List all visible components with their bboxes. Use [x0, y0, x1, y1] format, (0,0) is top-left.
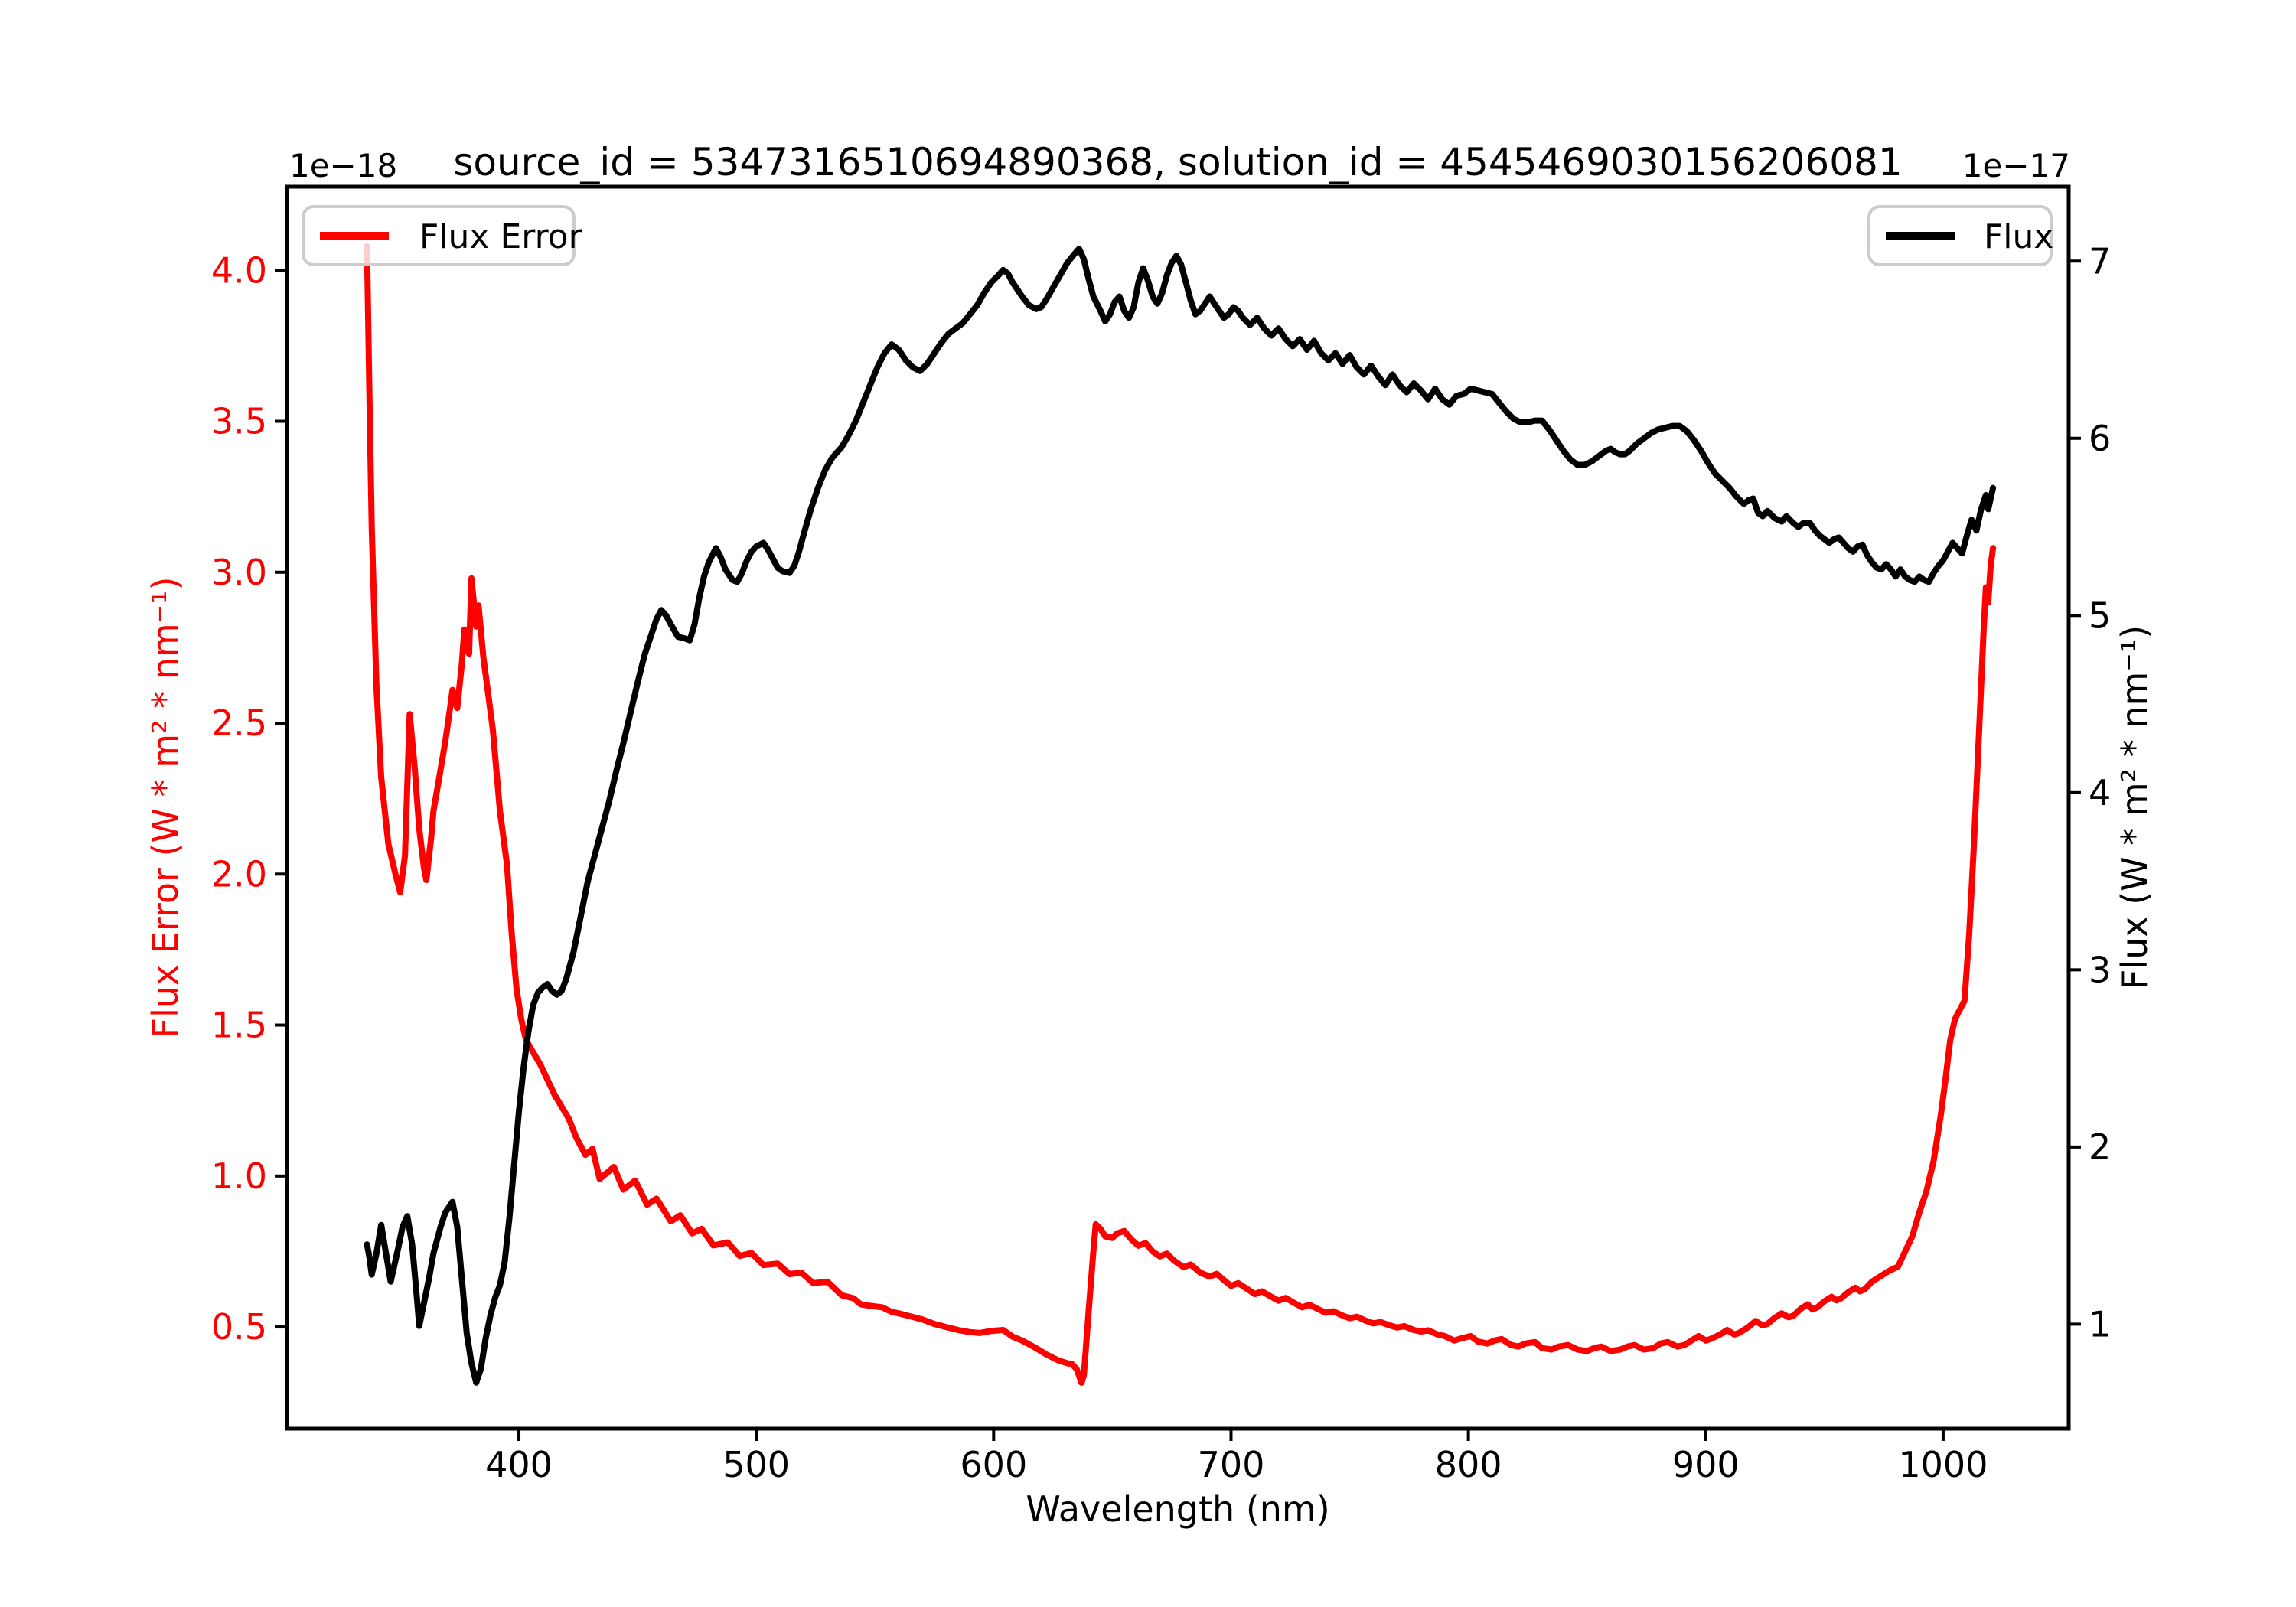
plot-area-border: [285, 184, 2071, 1431]
left-axis-label: Flux Error (W * m² * nm⁻¹): [145, 577, 186, 1038]
legend-flux-label: Flux: [1984, 217, 2053, 256]
x-tick-label: 900: [1672, 1444, 1740, 1485]
right-axis-offset-text: 1e−17: [1962, 147, 2070, 184]
right-tick-label: 6: [2089, 418, 2111, 459]
figure-title: source_id = 5347316510694890368, solutio…: [453, 140, 1902, 184]
left-axis-offset-text: 1e−18: [289, 147, 397, 184]
x-axis-ticks: [517, 1429, 1945, 1441]
legend-flux-error-label: Flux Error: [419, 217, 583, 256]
right-tick-label: 2: [2089, 1126, 2111, 1168]
x-axis-label: Wavelength (nm): [1026, 1488, 1329, 1530]
right-axis-tick-labels: 1 2 3 4 5 6 7: [2089, 240, 2111, 1345]
legend-flux-box: [1867, 205, 2053, 266]
x-tick-label: 1000: [1898, 1444, 1988, 1485]
left-tick-label: 4.0: [211, 249, 267, 291]
right-tick-label: 3: [2089, 949, 2111, 990]
legend-flux-error-box: [302, 205, 576, 266]
left-tick-label: 3.0: [211, 552, 267, 593]
x-axis-tick-labels: 400 500 600 700 800 900 1000: [485, 1444, 1988, 1485]
right-tick-label: 1: [2089, 1303, 2111, 1345]
left-tick-label: 3.5: [211, 401, 267, 442]
x-tick-label: 800: [1435, 1444, 1502, 1485]
left-tick-label: 2.5: [211, 702, 267, 744]
x-tick-label: 400: [485, 1444, 553, 1485]
left-tick-label: 2.0: [211, 853, 267, 895]
right-tick-label: 7: [2089, 240, 2111, 282]
left-axis-tick-labels: 0.5 1.0 1.5 2.0 2.5 3.0 3.5 4.0: [211, 249, 267, 1348]
left-tick-label: 1.5: [211, 1005, 267, 1046]
right-axis-label: Flux (W * m² * nm⁻¹): [2114, 625, 2155, 989]
right-tick-label: 5: [2089, 595, 2111, 636]
x-tick-label: 600: [960, 1444, 1027, 1485]
flux-series-path: [364, 246, 1997, 1386]
x-tick-label: 700: [1198, 1444, 1265, 1485]
left-tick-label: 1.0: [211, 1156, 267, 1197]
flux-series: [364, 246, 1997, 1386]
right-tick-label: 4: [2089, 772, 2111, 813]
x-tick-label: 500: [722, 1444, 790, 1485]
legend-flux: Flux: [1867, 205, 2053, 266]
right-axis-ticks: [2069, 259, 2081, 1326]
legend-flux-error: Flux Error: [302, 205, 583, 266]
left-tick-label: 0.5: [211, 1306, 267, 1348]
left-axis-ticks: [275, 269, 287, 1329]
flux-error-series-path: [364, 243, 1997, 1386]
flux-error-series: [364, 243, 1997, 1386]
